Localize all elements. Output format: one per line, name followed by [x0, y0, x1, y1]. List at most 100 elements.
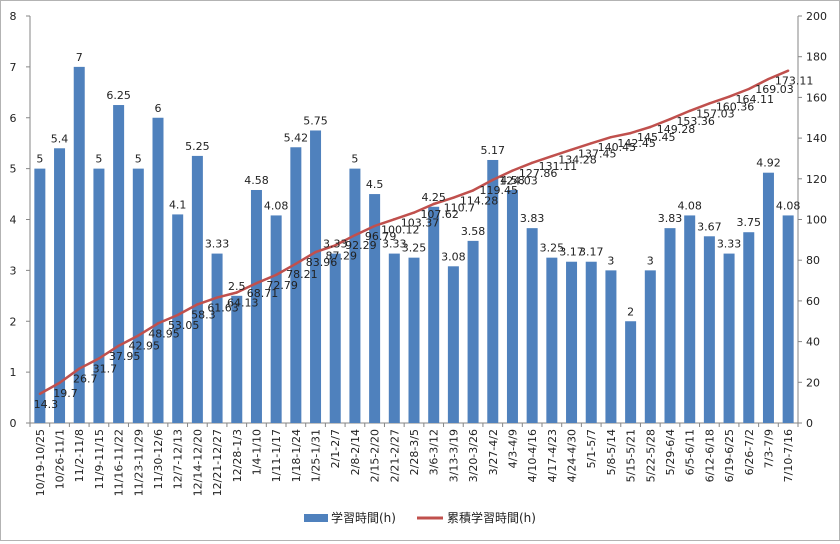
bar	[369, 194, 381, 423]
line-value-label: 87.29	[325, 249, 357, 262]
x-tick-label: 2/21-2/27	[388, 429, 401, 482]
bar	[113, 105, 125, 423]
line-value-label: 110.7	[444, 202, 476, 215]
line-point	[117, 344, 120, 347]
x-tick-label: 12/7-12/13	[172, 429, 185, 489]
y-right-tick-label: 200	[806, 10, 827, 23]
line-point	[491, 178, 494, 182]
line-point	[727, 95, 731, 98]
bar-value-label: 3.17	[579, 246, 604, 259]
bar-value-label: 5.25	[185, 140, 210, 153]
bar	[703, 236, 715, 423]
line-value-label: 142.45	[617, 137, 656, 150]
bar-value-label: 4.08	[264, 199, 289, 212]
line-value-label: 26.7	[73, 373, 98, 386]
bar-value-label: 6	[155, 102, 162, 115]
bar-value-label: 3.25	[402, 242, 427, 255]
bar-value-label: 4.1	[169, 198, 187, 211]
line-series	[38, 69, 790, 396]
bar	[644, 270, 656, 423]
bar-value-label: 3.33	[382, 238, 407, 251]
x-tick-label: 1/11-1/17	[270, 429, 283, 482]
line-value-label: 134.28	[558, 154, 597, 167]
bar	[132, 168, 144, 423]
line-value-label: 100.12	[381, 223, 420, 236]
line-point	[215, 296, 219, 299]
bar-value-label: 6.25	[106, 89, 131, 102]
line-point	[353, 233, 357, 237]
line-value-label: 37.95	[109, 350, 141, 363]
bar	[93, 168, 105, 423]
bar	[172, 214, 184, 423]
line-point	[786, 69, 790, 72]
bar	[349, 168, 361, 423]
line-value-label: 169.03	[755, 83, 794, 96]
line-point	[334, 244, 337, 247]
y-left-tick-label: 7	[10, 61, 17, 74]
bar-value-label: 5.42	[284, 131, 309, 144]
line-point	[255, 281, 258, 285]
x-tick-label: 7/10-7/16	[782, 429, 795, 482]
x-tick-label: 5/22-5/28	[644, 429, 657, 482]
line-value-label: 53.05	[168, 319, 200, 332]
x-tick-label: 5/1-5/7	[585, 429, 598, 468]
x-tick-label: 4/3-4/9	[506, 429, 519, 468]
line-point	[294, 262, 298, 266]
x-tick-label: 4/17-4/23	[546, 429, 559, 482]
line-point	[570, 148, 573, 151]
line-point	[649, 125, 652, 129]
y-right-tick-label: 100	[806, 214, 827, 227]
y-left-tick-label: 0	[10, 417, 17, 430]
line-value-label: 153.36	[676, 115, 715, 128]
data-labels: 5 5.4 7 5 6.25 5 6 4.1 5.25 3.33 2.5 4.58 4.08 5.42 5.…	[34, 51, 814, 411]
x-tick-label: 5/8-5/14	[605, 429, 618, 475]
line-point	[274, 273, 278, 277]
line-value-label: 107.62	[420, 208, 459, 221]
bar-value-label: 3.08	[441, 250, 466, 263]
x-tick-label: 12/21-12/27	[211, 429, 224, 496]
x-tick-label: 2/1-2/7	[329, 429, 342, 468]
line-value-label: 14.3	[34, 398, 59, 411]
line-value-label: 149.28	[657, 123, 696, 136]
bar-value-label: 5	[351, 153, 358, 166]
bar-value-label: 4.08	[776, 199, 801, 212]
bar	[408, 257, 420, 423]
bar-value-label: 2.5	[228, 280, 246, 293]
bar	[684, 215, 696, 423]
x-tick-label: 3/20-3/26	[467, 429, 480, 482]
line-point	[38, 392, 42, 396]
y-right-tick-label: 0	[806, 417, 813, 430]
x-tick-label: 10/26-11/1	[54, 429, 67, 489]
line-value-label: 19.7	[53, 387, 78, 400]
x-tick-label: 1/4-1/10	[250, 429, 263, 475]
bar	[290, 147, 302, 423]
line-value-label: 68.71	[247, 287, 279, 300]
x-tick-label: 11/23-11/29	[132, 429, 145, 496]
line-value-label: 119.45	[480, 184, 519, 197]
x-tick-label: 12/14-12/20	[191, 429, 204, 496]
line-point	[235, 291, 238, 294]
x-tick-label: 6/26-7/2	[743, 429, 756, 475]
y-right-tick-label: 140	[806, 132, 827, 145]
line-point	[629, 131, 632, 135]
line-point	[747, 87, 750, 91]
bar-value-label: 7	[76, 51, 83, 64]
line-point	[609, 135, 613, 139]
bar	[447, 266, 459, 423]
bar	[487, 159, 499, 423]
x-tick-label: 12/28-1/3	[231, 429, 244, 482]
bar-value-label: 5.4	[51, 132, 69, 145]
bar-value-label: 4.58	[244, 174, 269, 187]
bar	[467, 240, 479, 423]
bar-value-label: 5.17	[481, 144, 506, 157]
bar	[664, 228, 676, 423]
line-value-label: 173.11	[775, 75, 814, 88]
line-value-label: 58.3	[191, 308, 216, 321]
x-tick-label: 6/12-6/18	[703, 429, 716, 482]
bar-value-label: 3.58	[461, 225, 486, 238]
line-point	[176, 313, 179, 317]
bar	[73, 66, 85, 423]
bar-value-label: 3.33	[717, 238, 742, 251]
